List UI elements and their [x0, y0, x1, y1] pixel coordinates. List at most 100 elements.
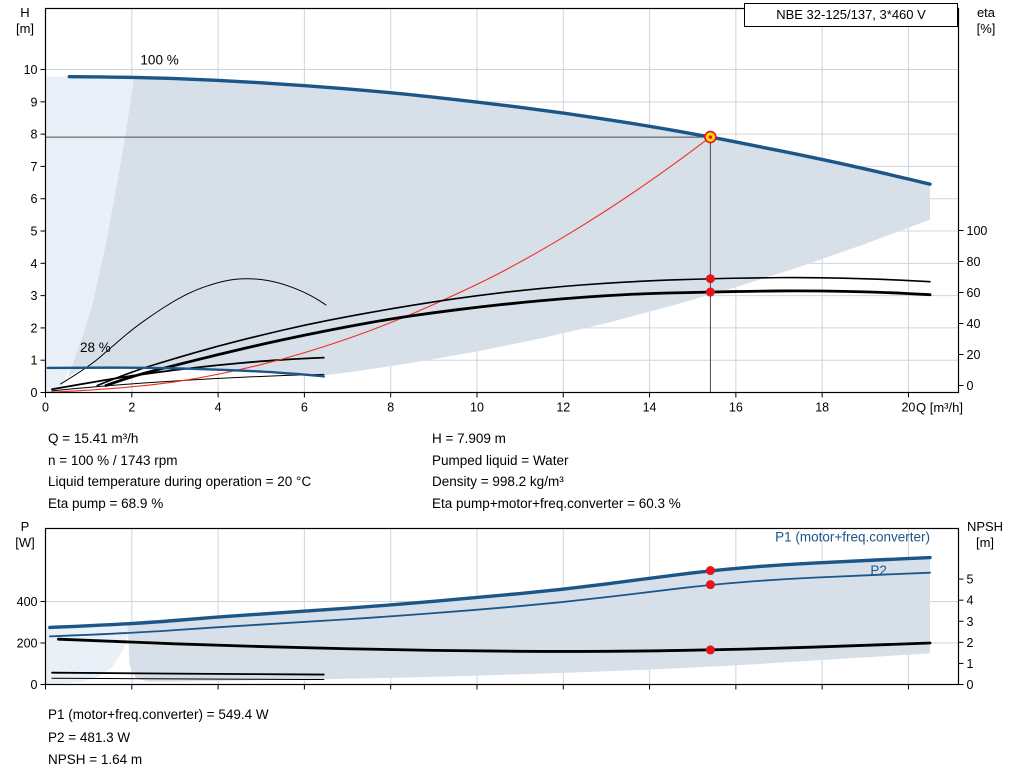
- tick-label: 0: [967, 678, 974, 692]
- tick-label: 1: [967, 657, 974, 671]
- tick-label: 100: [967, 224, 988, 238]
- tick-label: 2: [967, 636, 974, 650]
- tick-label: 3: [31, 289, 38, 303]
- speed-100-label: 100 %: [140, 53, 178, 68]
- p-axis-title: P [W]: [6, 519, 44, 551]
- p2-curve-label: P2: [870, 563, 887, 578]
- qh-eta-chart-areas: [45, 76, 930, 393]
- eta-28-curve: [60, 278, 327, 385]
- qh-eta-chart-axes: 0 2 4 6 8 10 12 14 16 18 2001234567891002040608010…: [24, 63, 988, 414]
- tick-label: 60: [967, 286, 981, 300]
- tick-label: 4: [215, 401, 222, 415]
- p2-curve: [48, 571, 931, 638]
- info-eta-total: Eta pump+motor+freq.converter = 60.3 %: [432, 495, 681, 511]
- qh-eta-chart-markers: [704, 130, 717, 297]
- tick-label: 12: [556, 401, 570, 415]
- eta-axis-unit: [%]: [976, 21, 996, 36]
- tick-label: 400: [17, 595, 38, 609]
- tick-label: 16: [729, 401, 743, 415]
- p1-curve-label: P1 (motor+freq.converter): [775, 529, 930, 544]
- eta-axis-title: eta [%]: [962, 5, 1010, 37]
- tick-label: 2: [128, 401, 135, 415]
- eta-pump-curve: [96, 276, 931, 387]
- info-p2: P2 = 481.3 W: [48, 729, 131, 745]
- h-axis-unit: [m]: [15, 21, 35, 36]
- envelope-main: [64, 77, 930, 386]
- aux-power-28-b: [51, 677, 325, 681]
- info-speed: n = 100 % / 1743 rpm: [48, 452, 178, 468]
- power-info-block: P1 (motor+freq.converter) = 549.4 W P2 =…: [48, 704, 269, 772]
- p2-duty-dot: [705, 580, 715, 590]
- head-100-curve: [67, 74, 932, 186]
- info-density: Density = 998.2 kg/m³: [432, 474, 564, 489]
- info-liquid-temperature: Liquid temperature during operation = 20…: [48, 474, 312, 489]
- power-npsh-chart-series: [48, 555, 932, 681]
- npsh-axis-symbol: NPSH: [966, 519, 1004, 534]
- tick-label: 4: [967, 594, 974, 608]
- tick-label: 0: [31, 386, 38, 400]
- info-p1: P1 (motor+freq.converter) = 549.4 W: [48, 707, 269, 722]
- power-npsh-chart-curve-labels: P1 (motor+freq.converter) P2: [775, 529, 930, 578]
- tick-label: 5: [967, 573, 974, 587]
- aux-power-28-a: [51, 671, 325, 676]
- q-axis-label: Q [m³/h]: [916, 400, 963, 415]
- power-npsh-chart-markers: [705, 566, 715, 655]
- info-npsh: NPSH = 1.64 m: [48, 752, 143, 767]
- h-axis-title: H [m]: [6, 5, 44, 37]
- tick-label: 4: [31, 257, 38, 271]
- tick-label: 1: [31, 354, 38, 368]
- qh-eta-chart-svg: 0 2 4 6 8 10 12 14 16 18 2001234567891002040608010…: [24, 7, 988, 415]
- tick-label: 10: [24, 63, 38, 77]
- eta-total-duty-dot: [705, 287, 715, 297]
- h-axis-symbol: H: [20, 5, 30, 20]
- info-pumped-liquid: Pumped liquid = Water: [432, 452, 569, 468]
- tick-label: 5: [31, 225, 38, 239]
- tick-label: 14: [643, 401, 657, 415]
- duty-point-marker-center: [708, 135, 713, 139]
- p-axis-unit: [W]: [15, 535, 35, 550]
- p1-curve: [48, 555, 932, 630]
- npsh-axis-title: NPSH [m]: [952, 519, 1018, 551]
- npsh-axis-unit: [m]: [975, 535, 995, 550]
- qh-eta-chart-series: [44, 74, 932, 394]
- tick-label: 9: [31, 95, 38, 109]
- eta-axis-symbol: eta: [976, 5, 996, 20]
- envelope-pale: [45, 76, 134, 393]
- system-curve: [44, 136, 711, 394]
- tick-label: 8: [31, 128, 38, 142]
- info-flow: Q = 15.41 m³/h: [48, 431, 139, 446]
- pump-name-box: NBE 32-125/137, 3*460 V: [744, 3, 958, 27]
- tick-label: 0: [42, 401, 49, 415]
- tick-label: 8: [387, 401, 394, 415]
- tick-label: 200: [17, 637, 38, 651]
- head-28-curve: [46, 366, 325, 378]
- tick-label: 2: [31, 321, 38, 335]
- tick-label: 3: [967, 615, 974, 629]
- eta-total-curve: [104, 289, 932, 387]
- envelope-main-2: [127, 557, 930, 682]
- duty-info-right-column: H = 7.909 m Pumped liquid = Water Densit…: [432, 428, 681, 514]
- speed-28-label: 28 %: [80, 340, 111, 355]
- tick-label: 80: [967, 255, 981, 269]
- tick-label: 7: [31, 160, 38, 174]
- tick-label: 20: [901, 401, 915, 415]
- p1-duty-dot: [705, 566, 715, 576]
- qh-eta-chart-curve-labels: 100 % 28 %: [80, 53, 179, 355]
- info-eta-pump: Eta pump = 68.9 %: [48, 495, 164, 511]
- power-npsh-chart-svg: 0 200 400 0 1 2 3 4 5 P1 (motor+freq.converter) P2: [17, 527, 974, 692]
- npsh-curve: [57, 637, 932, 653]
- info-head: H = 7.909 m: [432, 431, 506, 446]
- duty-info-left-column: Q = 15.41 m³/h n = 100 % / 1743 rpm Liqu…: [48, 428, 311, 514]
- qh-eta-chart-guides: [45, 136, 711, 393]
- power-npsh-chart-axes: 0 200 400 0 1 2 3 4 5: [17, 573, 974, 692]
- aux-28-curve-b: [51, 373, 325, 392]
- tick-label: 0: [967, 379, 974, 393]
- tick-label: 10: [470, 401, 484, 415]
- power-npsh-chart-frame: [44, 527, 960, 686]
- tick-label: 20: [967, 348, 981, 362]
- p-axis-symbol: P: [20, 519, 30, 534]
- tick-label: 18: [815, 401, 829, 415]
- qh-eta-chart-frame: [44, 7, 960, 394]
- tick-label: 0: [31, 678, 38, 692]
